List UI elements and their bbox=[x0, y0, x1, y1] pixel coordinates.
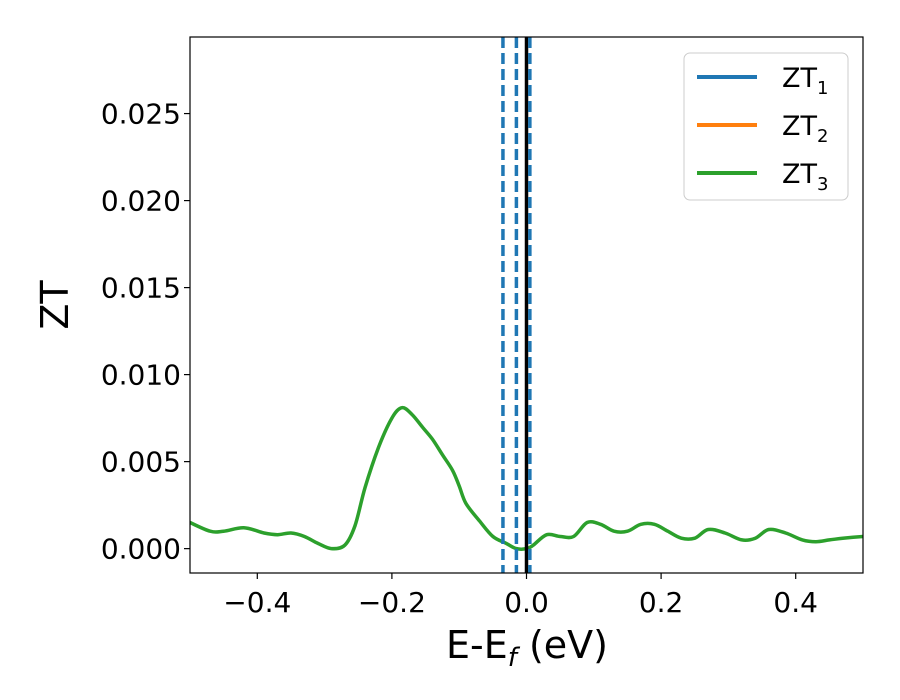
y-tick-label: 0.010 bbox=[101, 359, 181, 392]
x-axis-label: E-Ef (eV) bbox=[446, 623, 608, 673]
y-tick-label: 0.000 bbox=[101, 533, 181, 566]
y-tick-label: 0.015 bbox=[101, 272, 181, 305]
x-tick-label: −0.4 bbox=[223, 586, 291, 619]
plot-area bbox=[190, 37, 863, 573]
y-tick-label: 0.005 bbox=[101, 446, 181, 479]
legend-label-1: ZT1 bbox=[782, 63, 828, 99]
x-tick-label: 0.4 bbox=[773, 586, 818, 619]
y-tick-label: 0.020 bbox=[101, 185, 181, 218]
legend: ZT1 ZT2 ZT3 bbox=[683, 52, 849, 201]
legend-label-2: ZT2 bbox=[782, 111, 828, 147]
legend-box bbox=[683, 52, 849, 201]
x-tick-label: 0.0 bbox=[504, 586, 549, 619]
y-axis: 0.000 0.005 0.010 0.015 0.020 0.025 bbox=[101, 98, 190, 566]
y-axis-label: ZT bbox=[33, 280, 77, 330]
x-axis: −0.4 −0.2 0.0 0.2 0.4 bbox=[223, 573, 818, 619]
y-tick-label: 0.025 bbox=[101, 98, 181, 131]
legend-label-3: ZT3 bbox=[782, 159, 828, 195]
x-tick-label: 0.2 bbox=[639, 586, 684, 619]
series-line-1 bbox=[190, 405, 863, 551]
x-tick-label: −0.2 bbox=[358, 586, 426, 619]
